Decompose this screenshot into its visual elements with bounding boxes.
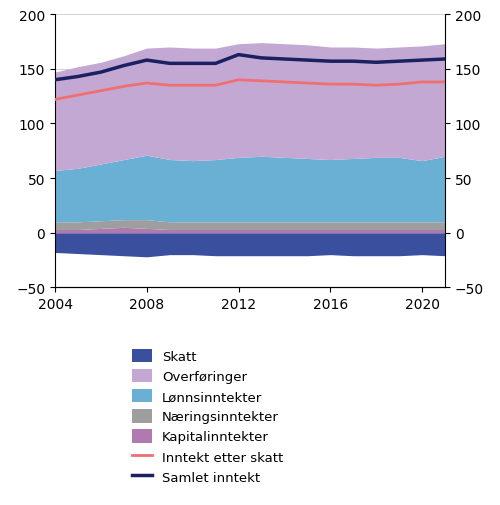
Legend: Skatt, Overføringer, Lønnsinntekter, Næringsinntekter, Kapitalinntekter, Inntekt: Skatt, Overføringer, Lønnsinntekter, Nær… [132, 349, 284, 484]
